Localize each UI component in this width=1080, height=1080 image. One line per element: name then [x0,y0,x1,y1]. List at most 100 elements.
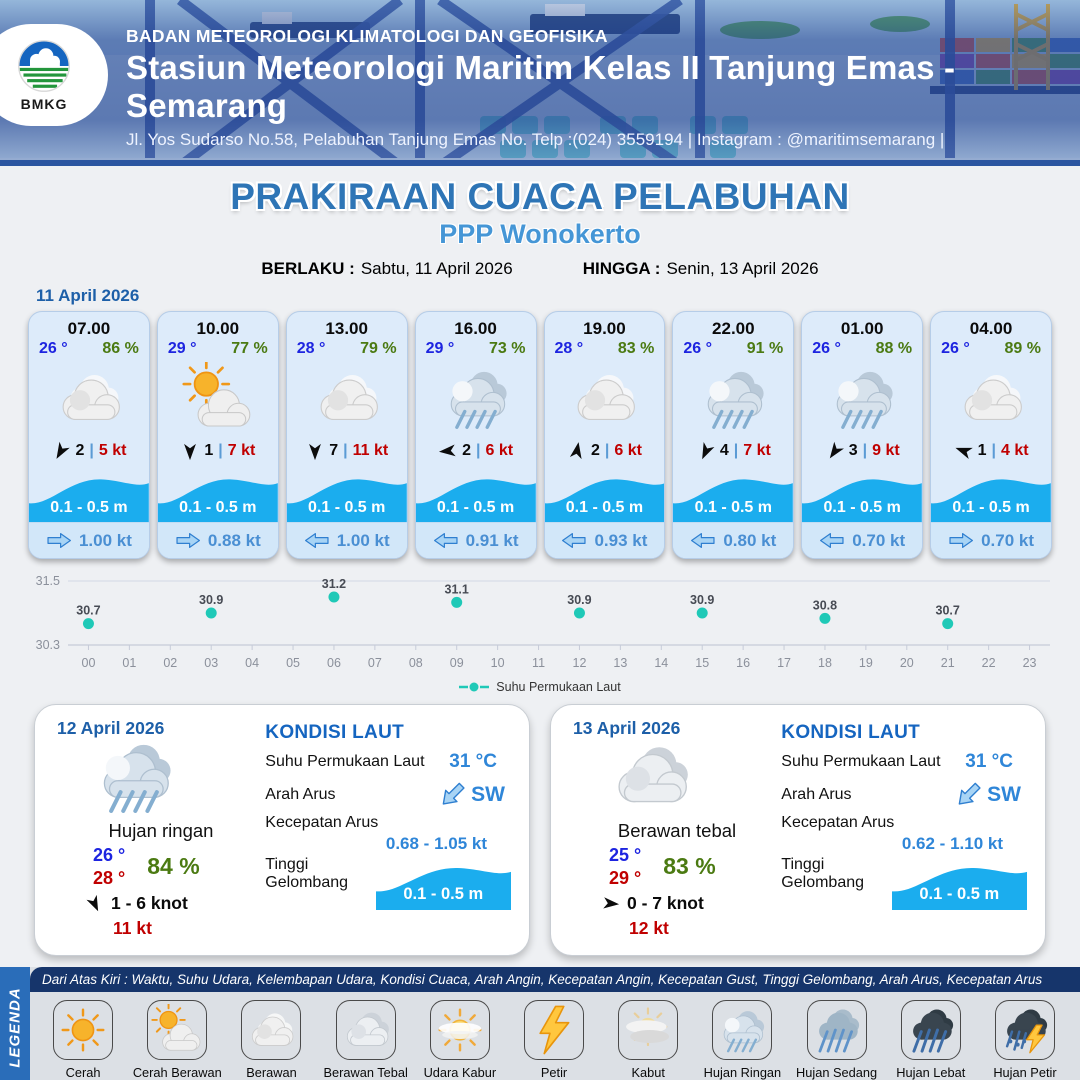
current-direction-icon [948,532,974,549]
wave-height-value: 0.1 - 0.5 m [565,499,644,517]
legend-item: Hujan Lebat [884,1000,978,1080]
wind-separator: | [862,442,868,460]
svg-text:30.7: 30.7 [76,604,100,618]
wind-speed: 4 kt [1000,442,1029,460]
daily-date: 13 April 2026 [573,718,681,738]
weather-icon [673,358,793,437]
wave-height-label: Tinggi Gelombang [781,856,865,891]
svg-text:30.7: 30.7 [936,604,960,618]
wind-separator: | [604,442,610,460]
svg-text:18: 18 [818,656,832,670]
berawan-icon [241,1000,302,1060]
temp-max: 29 ° [609,867,642,888]
daily-summary-row: 12 April 2026 Hujan ringan 26 ° 28 ° 84 %… [34,704,1046,956]
svg-text:31.1: 31.1 [445,582,469,596]
legend-item: Cerah [36,1000,130,1080]
forecast-card: 01.00 26 ° 88 % 3 | 9 kt 0.1 - 0.5 m 0.70 k… [801,311,924,559]
bmkg-logo: BMKG [0,24,108,126]
bmkg-logo-text: BMKG [20,96,68,112]
temp-max: 28 ° [93,867,126,888]
petir-icon [524,1000,585,1060]
wind-speed: 7 kt [743,442,771,460]
humidity: 83 % [617,340,655,357]
sea-condition-heading: KONDISI LAUT [265,722,405,743]
weather-icon [545,358,665,437]
forecast-time: 19.00 [583,319,626,338]
weather-icon [29,358,149,437]
sst-chart-section: 31.5 30.3 00 01 02 03 04 05 06 07 08 09 10 11 12 13 14 15… [18,565,1062,694]
svg-text:09: 09 [450,656,464,670]
wind-scale: 2 [590,442,600,460]
wind-scale: 1 [204,442,214,460]
wave-height-value: 0.1 - 0.5 m [952,499,1030,517]
daily-card: 13 April 2026 Berawan tebal 25 ° 29 ° 83 … [550,704,1046,956]
weather-icon [416,358,536,437]
legend-item-label: Cerah [65,1065,101,1080]
current-speed: 0.93 kt [594,530,648,550]
wind-row: 7 | 11 kt [287,437,407,465]
wave-height: 0.1 - 0.5 m [931,465,1051,522]
svg-text:19: 19 [859,656,873,670]
wind-row: 4 | 7 kt [673,437,793,465]
current-row: 0.93 kt [544,522,665,558]
legend-item: Hujan Ringan [695,1000,789,1080]
hingga-label: HINGGA : [582,259,661,278]
svg-text:11: 11 [532,656,545,670]
gust-speed: 11 kt [113,918,152,938]
air-temp: 26 ° [39,340,68,357]
legend-marker-icon [459,682,490,692]
legend-item-label: Hujan Ringan [703,1065,782,1080]
forecast-card: 16.00 29 ° 73 % 2 | 6 kt 0.1 - 0.5 m 0.91 k… [414,311,537,559]
weather-icon [91,733,261,824]
forecast-card: 10.00 29 ° 77 % 1 | 7 kt 0.1 - 0.5 m 0.88 k… [156,311,279,559]
sst-value: 31 °C [449,751,497,772]
current-direction-icon [561,532,587,549]
legend-item-label: Cerah Berawan [132,1065,222,1080]
wind-direction-icon [437,440,459,462]
wind-speed: 6 kt [614,442,642,460]
current-direction-icon [175,532,201,549]
cerah-berawan-icon [147,1000,208,1060]
legend-note: Dari Atas Kiri : Waktu, Suhu Udara, Kele… [30,967,1080,992]
wind-row: 1 | 7 kt [158,437,278,465]
current-row: 0.88 kt [157,522,278,558]
air-temp: 26 ° [941,340,970,357]
svg-text:16: 16 [736,656,750,670]
wind-row: 2 | 5 kt [29,437,149,465]
current-direction-icon [304,532,330,549]
svg-text:21: 21 [941,656,955,670]
sst-scatter-chart: 31.5 30.3 00 01 02 03 04 05 06 07 08 09 10 11 12 13 14 15… [36,574,1050,670]
current-direction-label: Arah Arus [781,786,852,803]
current-speed: 0.70 kt [981,530,1035,550]
svg-text:30.9: 30.9 [199,593,223,607]
forecast-time: 04.00 [969,319,1013,338]
sst-label: Suhu Permukaan Laut [781,753,941,770]
sst-value: 31 °C [965,751,1013,772]
svg-text:07: 07 [368,656,382,670]
wave-height: 0.1 - 0.5 m [416,465,536,522]
temp-min: 26 ° [93,845,126,865]
berawan-tebal-icon [335,1000,396,1060]
wave-height-value: 0.1 - 0.5 m [179,499,257,517]
wind-scale: 7 [329,442,339,460]
weather-icon [607,733,777,824]
legend-item: Petir [507,1000,601,1080]
wind-range: 1 - 6 knot [111,893,188,913]
station-address: Jl. Yos Sudarso No.58, Pelabuhan Tanjung… [126,130,945,149]
hujan-petir-icon [994,1000,1055,1060]
air-temp: 29 ° [167,340,197,357]
svg-text:15: 15 [695,656,709,670]
current-speed: 1.00 kt [336,530,390,550]
svg-text:02: 02 [163,656,177,670]
air-temp: 26 ° [683,340,713,357]
svg-text:05: 05 [286,656,300,670]
forecast-card: 13.00 28 ° 79 % 7 | 11 kt 0.1 - 0.5 m 1.00 … [285,311,408,559]
forecast-time: 16.00 [454,319,497,338]
wave-height-value: 0.1 - 0.5 m [436,499,515,517]
svg-text:30.9: 30.9 [690,593,714,607]
svg-text:30.8: 30.8 [813,598,837,612]
legend-item: Berawan [224,1000,318,1080]
page-title: PRAKIRAAN CUACA PELABUHAN [230,176,850,217]
legend-item-label: Udara Kabur [423,1065,497,1080]
svg-text:31.2: 31.2 [322,577,346,591]
